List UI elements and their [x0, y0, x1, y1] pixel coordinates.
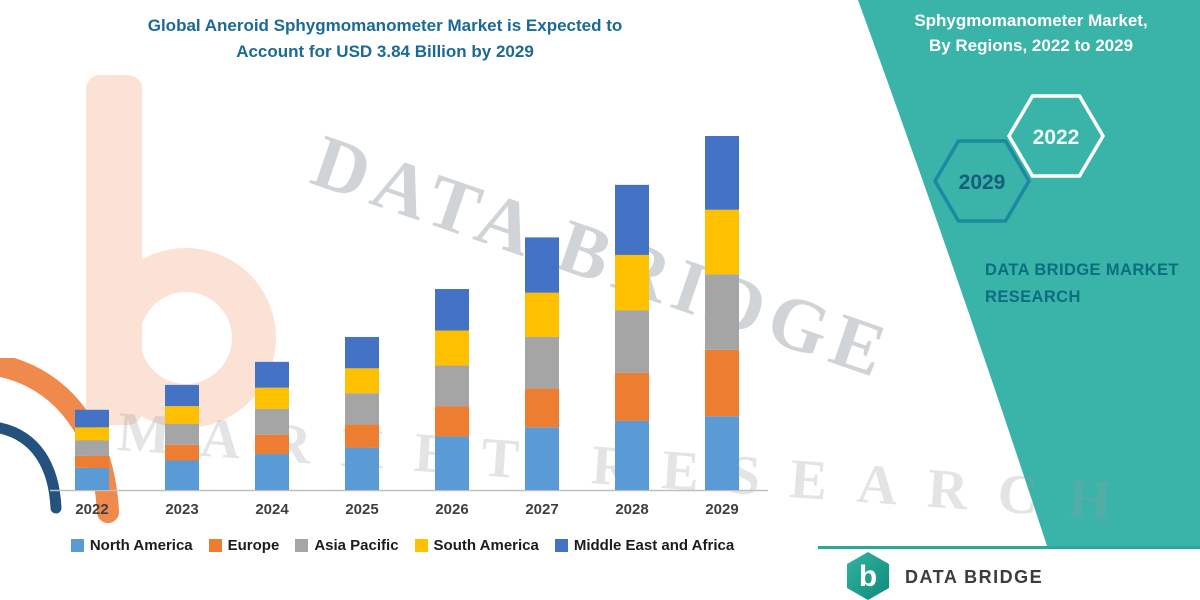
footer-logo: b [847, 552, 889, 600]
bar-segment-south-america [525, 292, 559, 337]
footer-logo-hexagon [847, 552, 889, 600]
panel-heading: Sphygmomanometer Market, By Regions, 202… [868, 8, 1194, 58]
legend-item-europe: Europe [208, 537, 280, 554]
bar-segment-south-america [255, 387, 289, 409]
x-axis-label: 2027 [525, 501, 558, 518]
bar-segment-north-america [435, 436, 469, 490]
bar-segment-asia-pacific [615, 310, 649, 373]
bar-segment-north-america [525, 427, 559, 490]
bar-segment-europe [435, 406, 469, 437]
chart-title-line1: Global Aneroid Sphygmomanometer Market i… [147, 16, 623, 35]
x-axis-label: 2029 [705, 501, 738, 518]
chart-title: Global Aneroid Sphygmomanometer Market i… [55, 13, 715, 65]
bar-segment-south-america [165, 406, 199, 424]
legend-label: Asia Pacific [314, 537, 399, 554]
bar-segment-europe [705, 349, 739, 417]
bar-segment-asia-pacific [75, 440, 109, 456]
legend-swatch [295, 539, 309, 552]
chart-title-line2: Account for USD 3.84 Billion by 2029 [236, 42, 534, 61]
bar-segment-asia-pacific [525, 336, 559, 389]
bar-segment-south-america [615, 254, 649, 311]
legend-label: Europe [227, 537, 280, 554]
bar-segment-asia-pacific [165, 423, 199, 445]
bar-segment-europe [75, 455, 109, 468]
bar-segment-europe [255, 434, 289, 455]
legend-item-south-america: South America [414, 537, 539, 554]
panel-brand-name: DATA BRIDGE MARKET RESEARCH [985, 257, 1179, 311]
hexagon-2022-label: 2022 [1033, 126, 1080, 149]
bar-segment-north-america [75, 467, 109, 490]
swoosh-navy-arc [0, 422, 62, 514]
bar-segment-south-america [435, 330, 469, 366]
footer-separator-line [818, 546, 1200, 549]
x-axis-label: 2024 [255, 501, 289, 518]
bar-segment-asia-pacific [435, 365, 469, 407]
x-axis-label: 2022 [75, 501, 108, 518]
legend-label: North America [89, 537, 193, 554]
footer-logo-b: b [859, 560, 877, 593]
bar-segment-middle-east-and-africa [435, 289, 469, 331]
bar-segment-middle-east-and-africa [75, 409, 109, 428]
hexagon-2029-label: 2029 [959, 171, 1006, 194]
bar-segment-south-america [345, 368, 379, 394]
footer-brand-text: DATA BRIDGE [905, 567, 1044, 587]
bar-segment-asia-pacific [345, 393, 379, 425]
x-axis-label: 2028 [615, 501, 648, 518]
legend-swatch [414, 539, 428, 552]
panel-brand-line1: DATA BRIDGE MARKET [985, 261, 1179, 279]
stacked-bar-chart: 2022 2023 2024 2025 2026 2027 2028 2029 [50, 136, 768, 518]
bar-segment-middle-east-and-africa [165, 384, 199, 407]
bar-segment-europe [165, 444, 199, 461]
x-axis-label: 2026 [435, 501, 468, 518]
bar-segment-europe [345, 424, 379, 448]
legend-swatch [70, 539, 84, 552]
bar-segment-north-america [165, 460, 199, 490]
hexagon-2022 [1006, 94, 1106, 178]
panel-brand-line2: RESEARCH [985, 288, 1081, 306]
bar-segment-south-america [75, 427, 109, 441]
bar-segment-europe [615, 372, 649, 421]
bar-segment-middle-east-and-africa [525, 237, 559, 293]
bar-segment-north-america [705, 416, 739, 490]
x-axis-label: 2023 [165, 501, 198, 518]
panel-heading-line1: Sphygmomanometer Market, [914, 11, 1148, 30]
x-axis-label: 2025 [345, 501, 378, 518]
bar-segment-asia-pacific [705, 274, 739, 350]
legend-label: South America [433, 537, 539, 554]
panel-heading-line2: By Regions, 2022 to 2029 [928, 36, 1134, 55]
legend-label: Middle East and Africa [573, 537, 735, 554]
bar-segment-middle-east-and-africa [615, 184, 649, 255]
bar-segment-asia-pacific [255, 408, 289, 435]
bar-segment-north-america [255, 454, 289, 490]
bar-segment-south-america [705, 209, 739, 275]
bar-segment-europe [525, 388, 559, 428]
legend-item-middle-east-and-africa: Middle East and Africa [554, 537, 735, 554]
bar-segment-middle-east-and-africa [255, 361, 289, 388]
side-panel-background [858, 0, 1200, 549]
bar-segment-north-america [345, 447, 379, 490]
hexagon-2029 [932, 139, 1032, 223]
legend-swatch [208, 539, 222, 552]
bar-segment-middle-east-and-africa [705, 136, 739, 210]
legend-swatch [554, 539, 568, 552]
chart-legend: North America Europe Asia Pacific South Ame… [30, 537, 775, 554]
bar-segment-middle-east-and-africa [345, 336, 379, 369]
bar-segment-north-america [615, 420, 649, 490]
legend-item-asia-pacific: Asia Pacific [295, 537, 399, 554]
legend-item-north-america: North America [70, 537, 193, 554]
